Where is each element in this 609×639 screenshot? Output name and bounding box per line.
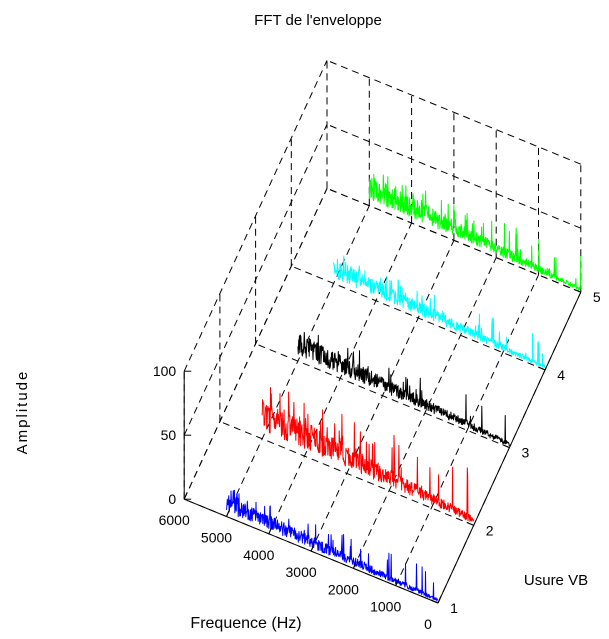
x-tick-label: 5000 bbox=[201, 530, 232, 546]
x-tick-mark bbox=[395, 578, 400, 586]
series-layer bbox=[226, 173, 582, 602]
x-tick-label: 2000 bbox=[328, 581, 359, 597]
y-tick-mark bbox=[430, 599, 439, 604]
floor-gridline-y bbox=[219, 421, 474, 526]
axis-layer bbox=[183, 288, 582, 604]
y-tick-label: 1 bbox=[450, 600, 458, 616]
series-line-vb-2 bbox=[261, 387, 475, 522]
series-line-vb-5 bbox=[368, 173, 582, 291]
x-tick-label: 4000 bbox=[243, 547, 274, 563]
backwall-gridline-z bbox=[183, 124, 328, 436]
z-tick-label: 100 bbox=[153, 363, 177, 379]
z-tick-label: 0 bbox=[168, 491, 176, 507]
chart-title: FFT de l'enveloppe bbox=[254, 12, 382, 29]
floor-gridline-x bbox=[352, 257, 497, 569]
y-axis-label: Usure VB bbox=[524, 572, 588, 589]
x-tick-mark bbox=[310, 543, 315, 552]
y-tick-label: 5 bbox=[593, 289, 601, 305]
floor-gridline-y bbox=[255, 343, 510, 449]
x-tick-label: 6000 bbox=[159, 512, 190, 528]
x-tick-mark bbox=[226, 509, 230, 517]
x-tick-label: 0 bbox=[424, 616, 432, 632]
label-layer: 010002000300040005000600012345050100FFT … bbox=[14, 12, 601, 632]
y-tick-label: 3 bbox=[522, 445, 530, 461]
sidewall-gridline-z bbox=[326, 187, 581, 293]
series-line-vb-3 bbox=[297, 331, 510, 447]
x-tick-mark bbox=[268, 526, 273, 534]
series-line-vb-1 bbox=[226, 489, 439, 602]
y-tick-mark bbox=[466, 521, 474, 526]
grid-layer bbox=[183, 59, 582, 604]
x-tick-mark bbox=[183, 492, 188, 500]
y-tick-label: 2 bbox=[486, 522, 494, 538]
series-line-vb-4 bbox=[333, 255, 546, 369]
x-axis-label: Frequence (Hz) bbox=[190, 615, 301, 632]
z-tick-label: 50 bbox=[161, 427, 177, 443]
x-tick-mark bbox=[352, 561, 357, 569]
sidewall-gridline-z bbox=[326, 123, 581, 229]
x-tick-label: 3000 bbox=[286, 564, 317, 580]
backwall-gridline-z bbox=[183, 188, 328, 500]
backwall-gridline-z bbox=[183, 60, 328, 372]
x-tick-label: 1000 bbox=[370, 599, 401, 615]
z-axis-label: Amplitude bbox=[14, 370, 31, 455]
y-tick-mark bbox=[502, 444, 510, 449]
y-tick-label: 4 bbox=[557, 367, 565, 383]
y-tick-mark bbox=[537, 366, 546, 371]
x-tick-mark bbox=[437, 595, 442, 604]
y-tick-mark bbox=[573, 288, 581, 293]
sidewall-gridline-z bbox=[326, 59, 581, 165]
floor-gridline-x bbox=[395, 274, 539, 586]
floor-gridline-y bbox=[291, 265, 546, 371]
